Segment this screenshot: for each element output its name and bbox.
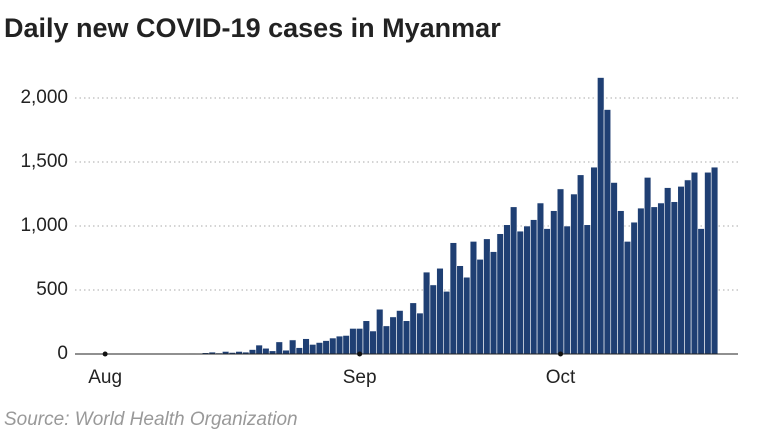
bar [342, 335, 350, 355]
bar [536, 202, 545, 355]
bar [248, 349, 257, 355]
bar [282, 349, 290, 355]
bar [657, 202, 665, 355]
bar [597, 77, 605, 355]
x-tick-label: Oct [546, 367, 576, 388]
bar [556, 188, 565, 355]
bar [302, 338, 310, 355]
bar [362, 320, 370, 355]
bar [677, 186, 685, 355]
bar [590, 166, 598, 355]
bar [523, 225, 531, 355]
bar [503, 224, 511, 355]
bar [315, 342, 324, 355]
bar [617, 210, 625, 355]
bar [409, 302, 417, 355]
bar [697, 228, 705, 355]
bar [376, 308, 384, 355]
bar [570, 193, 578, 355]
bar [295, 347, 303, 355]
bar [630, 221, 638, 355]
bar [402, 320, 411, 355]
y-tick-label: 0 [57, 343, 68, 364]
bar [349, 328, 357, 355]
bar [489, 251, 498, 355]
bar [469, 241, 478, 355]
bar [355, 328, 364, 355]
bar [583, 224, 591, 355]
bar [449, 242, 458, 355]
y-tick-label: 500 [36, 279, 68, 300]
bar [664, 187, 672, 355]
y-tick-label: 1,500 [20, 151, 68, 172]
bar [576, 174, 585, 355]
x-tick-label: Sep [343, 367, 377, 388]
bar [382, 325, 391, 355]
bar [543, 228, 551, 355]
bar [429, 284, 437, 355]
bar [637, 207, 645, 355]
bar [463, 276, 471, 355]
bar [650, 206, 658, 355]
bar [476, 258, 484, 355]
bar [322, 340, 330, 355]
bar [690, 171, 699, 355]
bar [550, 210, 558, 355]
bar [456, 265, 464, 355]
x-tick-dot [558, 351, 564, 357]
bar [389, 316, 397, 355]
y-tick-label: 1,000 [20, 215, 68, 236]
chart-title: Daily new COVID-19 cases in Myanmar [4, 13, 501, 43]
x-tick-dot [102, 351, 108, 357]
bar [483, 238, 491, 355]
bar [275, 341, 283, 355]
bar [684, 179, 692, 355]
bar [329, 337, 337, 355]
bar [610, 182, 618, 355]
bar [643, 177, 652, 355]
source: Source: World Health Organization [4, 409, 298, 430]
x-tick-dot [357, 351, 363, 357]
bar [603, 109, 612, 355]
bar [289, 339, 297, 355]
bar [563, 225, 571, 355]
bar [335, 335, 344, 355]
bar [710, 166, 719, 355]
bar [436, 267, 444, 355]
bar [443, 290, 451, 355]
bar [369, 330, 377, 355]
bar [396, 310, 404, 355]
y-tick-label: 2,000 [20, 87, 68, 108]
bar [416, 312, 424, 355]
bar [510, 206, 518, 355]
bar [309, 344, 317, 355]
bar [530, 219, 538, 355]
x-tick-label: Aug [88, 367, 122, 388]
bar [255, 344, 263, 355]
bar [262, 347, 270, 355]
bar [623, 241, 632, 355]
bar [496, 233, 504, 355]
bar [670, 201, 679, 355]
bar [516, 230, 524, 355]
bar [704, 171, 712, 355]
bar [422, 271, 431, 355]
